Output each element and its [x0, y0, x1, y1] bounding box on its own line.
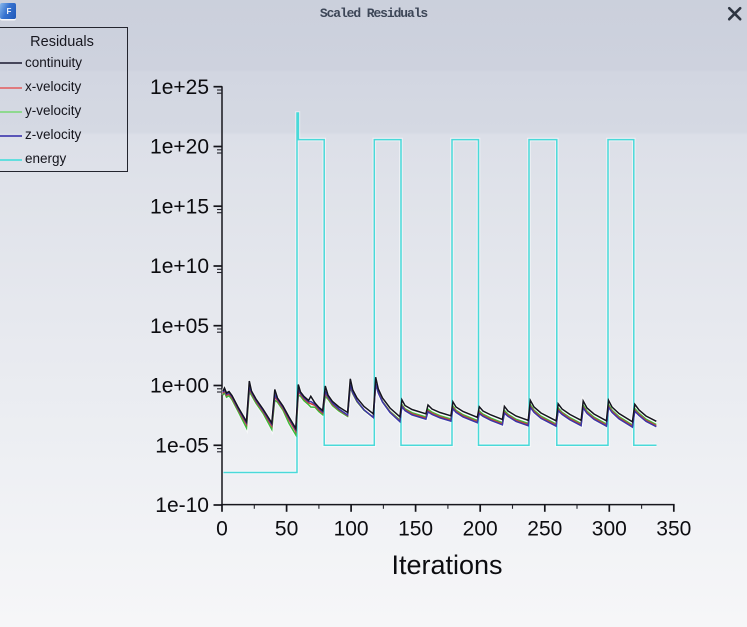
svg-text:1e+15: 1e+15 [150, 195, 209, 218]
svg-text:1e+25: 1e+25 [150, 76, 209, 99]
svg-text:1e-10: 1e-10 [155, 494, 209, 517]
svg-text:1e+05: 1e+05 [150, 315, 209, 338]
svg-text:1e+00: 1e+00 [150, 375, 209, 398]
svg-text:0: 0 [216, 518, 228, 541]
svg-text:1e+10: 1e+10 [150, 255, 209, 278]
svg-text:1e-05: 1e-05 [155, 435, 209, 458]
svg-text:50: 50 [275, 518, 298, 541]
svg-text:250: 250 [527, 518, 562, 541]
svg-text:300: 300 [592, 518, 627, 541]
svg-text:350: 350 [656, 518, 691, 541]
svg-text:200: 200 [463, 518, 498, 541]
svg-text:150: 150 [398, 518, 433, 541]
svg-text:100: 100 [334, 518, 369, 541]
svg-text:1e+20: 1e+20 [150, 136, 209, 159]
